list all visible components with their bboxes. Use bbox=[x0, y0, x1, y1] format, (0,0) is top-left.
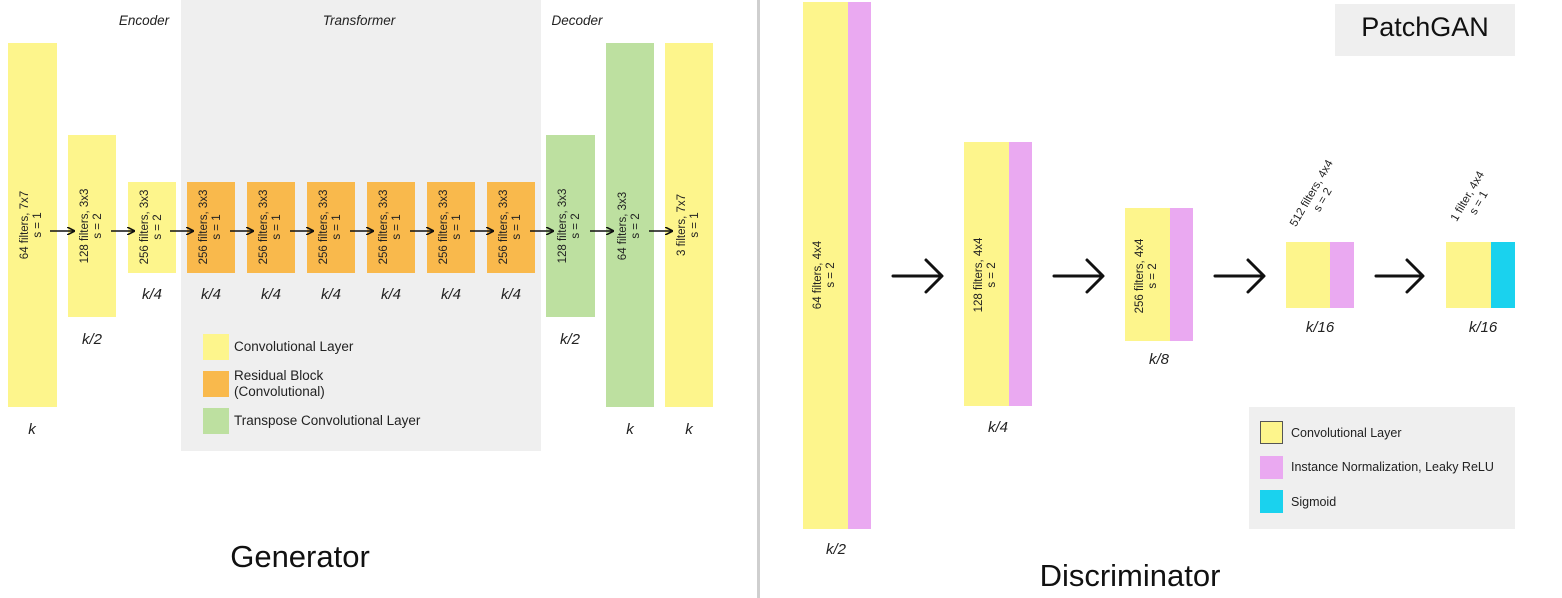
gen-layer-output bbox=[665, 43, 713, 407]
disc-legend-sigmoid-label: Sigmoid bbox=[1291, 495, 1337, 509]
gen-size-1: k bbox=[28, 421, 36, 438]
gen-size-11: k bbox=[626, 421, 634, 438]
disc-arrow-1 bbox=[891, 258, 944, 294]
disc-legend-sigmoid-swatch bbox=[1260, 490, 1283, 513]
encoder-label: Encoder bbox=[118, 13, 170, 28]
disc-layer-3-norm bbox=[1170, 208, 1193, 341]
gen-transpose-layer-2 bbox=[606, 43, 654, 407]
transformer-section-bg bbox=[181, 0, 541, 451]
gen-layer-1 bbox=[8, 43, 57, 407]
disc-legend-conv-swatch bbox=[1260, 421, 1283, 444]
gen-layer-2 bbox=[68, 135, 116, 317]
gen-legend-residual-swatch bbox=[203, 371, 229, 397]
gen-size-10: k/2 bbox=[559, 331, 581, 348]
gen-residual-block-4 bbox=[367, 182, 415, 273]
gen-residual-block-3 bbox=[307, 182, 355, 273]
gen-size-6: k/4 bbox=[320, 286, 342, 303]
disc-size-4: k/16 bbox=[1305, 319, 1335, 336]
gen-residual-block-5 bbox=[427, 182, 475, 273]
disc-legend bbox=[1249, 407, 1515, 529]
transformer-label: Transformer bbox=[322, 13, 396, 28]
patchgan-badge-label: PatchGAN bbox=[1361, 12, 1489, 42]
disc-layer-3-conv bbox=[1125, 208, 1170, 341]
disc-arrow-3 bbox=[1213, 258, 1266, 294]
gen-size-5: k/4 bbox=[260, 286, 282, 303]
gen-residual-block-6 bbox=[487, 182, 535, 273]
disc-size-1: k/2 bbox=[825, 541, 847, 558]
gen-size-12: k bbox=[685, 421, 693, 438]
gen-residual-block-2 bbox=[247, 182, 295, 273]
disc-legend-norm-label: Instance Normalization, Leaky ReLU bbox=[1291, 460, 1494, 474]
disc-layer-4-norm bbox=[1330, 242, 1354, 308]
disc-layer-1-conv bbox=[803, 2, 848, 529]
disc-size-2: k/4 bbox=[987, 419, 1009, 436]
patchgan-badge bbox=[1335, 4, 1515, 56]
gen-legend-transpose-label: Transpose Convolutional Layer bbox=[234, 413, 421, 428]
disc-layer-2-norm bbox=[1009, 142, 1032, 406]
discriminator-title: Discriminator bbox=[1039, 558, 1221, 593]
gen-legend-residual-label: Residual Block (Convolutional) bbox=[234, 368, 325, 399]
gen-layer-3 bbox=[128, 182, 176, 273]
gen-transpose-layer-1 bbox=[546, 135, 595, 317]
gen-legend-transpose-swatch bbox=[203, 408, 229, 434]
disc-size-5: k/16 bbox=[1468, 319, 1498, 336]
gen-size-8: k/4 bbox=[440, 286, 462, 303]
disc-layer-1-norm bbox=[848, 2, 871, 529]
disc-layer-2-conv bbox=[964, 142, 1009, 406]
gen-size-2: k/2 bbox=[81, 331, 103, 348]
gen-size-9: k/4 bbox=[500, 286, 522, 303]
panel-divider bbox=[757, 0, 760, 598]
gen-legend-conv-swatch bbox=[203, 334, 229, 360]
gen-size-4: k/4 bbox=[200, 286, 222, 303]
disc-layer-4-conv bbox=[1286, 242, 1330, 308]
decoder-label: Decoder bbox=[551, 13, 603, 28]
gen-size-3: k/4 bbox=[141, 286, 163, 303]
disc-arrow-2 bbox=[1052, 258, 1105, 294]
disc-layer-5-conv bbox=[1446, 242, 1491, 308]
gen-legend-conv-label: Convolutional Layer bbox=[234, 339, 354, 354]
generator-title: Generator bbox=[230, 539, 370, 574]
disc-size-3: k/8 bbox=[1148, 351, 1170, 368]
disc-arrow-4 bbox=[1374, 258, 1425, 294]
disc-legend-conv-label: Convolutional Layer bbox=[1291, 426, 1402, 440]
disc-layer-5-sigmoid bbox=[1491, 242, 1515, 308]
disc-legend-norm-swatch bbox=[1260, 456, 1283, 479]
gen-residual-block-1 bbox=[187, 182, 235, 273]
gen-size-7: k/4 bbox=[380, 286, 402, 303]
